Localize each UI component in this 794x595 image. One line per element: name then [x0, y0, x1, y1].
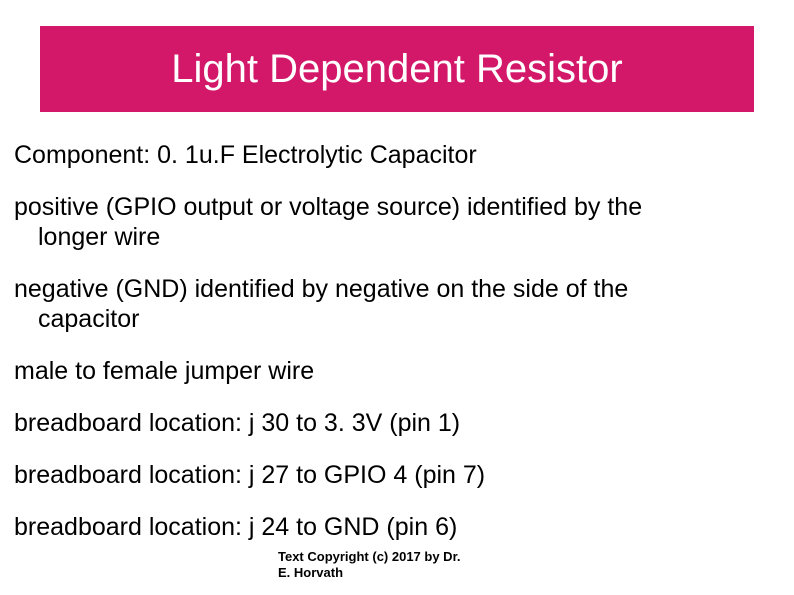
paragraph: negative (GND) identified by negative on…: [14, 274, 774, 334]
paragraph: breadboard location: j 27 to GPIO 4 (pin…: [14, 460, 774, 490]
paragraph-line2: longer wire: [14, 222, 774, 252]
paragraph: male to female jumper wire: [14, 356, 774, 386]
slide-title: Light Dependent Resistor: [171, 47, 622, 92]
paragraph-line1: negative (GND) identified by negative on…: [14, 275, 628, 303]
copyright-footer: Text Copyright (c) 2017 by Dr. E. Horvat…: [278, 549, 578, 582]
footer-line2: E. Horvath: [278, 565, 578, 581]
paragraph-line1: male to female jumper wire: [14, 357, 314, 385]
title-bar: Light Dependent Resistor: [40, 26, 754, 112]
paragraph-line1: breadboard location: j 27 to GPIO 4 (pin…: [14, 461, 485, 489]
paragraph: positive (GPIO output or voltage source)…: [14, 192, 774, 252]
slide-body: Component: 0. 1u.F Electrolytic Capacito…: [14, 140, 774, 564]
paragraph-line1: Component: 0. 1u.F Electrolytic Capacito…: [14, 141, 477, 169]
paragraph-line1: breadboard location: j 24 to GND (pin 6): [14, 513, 457, 541]
footer-line1: Text Copyright (c) 2017 by Dr.: [278, 549, 578, 565]
paragraph: breadboard location: j 30 to 3. 3V (pin …: [14, 408, 774, 438]
paragraph-line1: breadboard location: j 30 to 3. 3V (pin …: [14, 409, 460, 437]
paragraph-line1: positive (GPIO output or voltage source)…: [14, 193, 642, 221]
paragraph: breadboard location: j 24 to GND (pin 6): [14, 512, 774, 542]
paragraph: Component: 0. 1u.F Electrolytic Capacito…: [14, 140, 774, 170]
paragraph-line2: capacitor: [14, 304, 774, 334]
